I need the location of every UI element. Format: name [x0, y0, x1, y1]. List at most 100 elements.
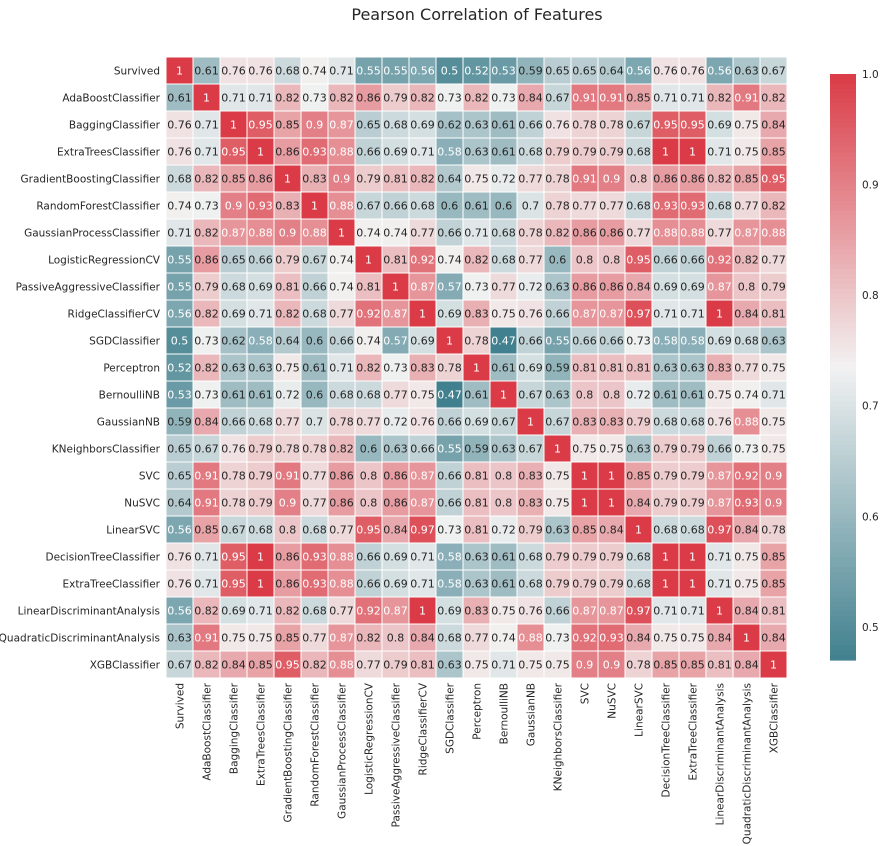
heatmap-cell-value: 0.91	[572, 173, 597, 186]
colorbar-tick-label: 0.8	[862, 290, 879, 302]
heatmap-cell-value: 0.65	[167, 443, 192, 456]
heatmap-cell-value: 0.71	[167, 227, 192, 240]
colorbar-segment	[830, 303, 856, 309]
heatmap-cell	[273, 515, 302, 544]
heatmap-cell	[732, 569, 761, 598]
heatmap-cell	[192, 542, 221, 571]
heatmap-cell-value: 0.69	[464, 416, 489, 429]
colorbar-segment	[830, 371, 856, 378]
heatmap-cell-value: 0.93	[653, 200, 678, 213]
heatmap-cell	[381, 299, 410, 328]
row-label: GaussianNB	[97, 417, 160, 429]
colorbar-segment	[830, 93, 856, 100]
heatmap-cell-value: 0.78	[626, 659, 651, 672]
colorbar-segment	[830, 630, 856, 637]
heatmap-cell-value: 0.82	[329, 443, 354, 456]
heatmap-cell-value: 0.73	[491, 92, 516, 105]
heatmap-cell	[678, 326, 707, 355]
heatmap-cell-value: 0.86	[572, 281, 597, 294]
row-label: QuadraticDiscriminantAnalysis	[0, 633, 160, 645]
heatmap-cell-value: 0.73	[194, 200, 219, 213]
heatmap-cell-value: 0.73	[734, 443, 759, 456]
heatmap-cell	[678, 596, 707, 625]
heatmap-cell-value: 0.87	[410, 470, 435, 483]
heatmap-cell-value: 0.88	[518, 632, 543, 645]
heatmap-cell-value: 0.83	[518, 470, 543, 483]
heatmap-cell	[327, 596, 356, 625]
heatmap-cell-value: 0.95	[626, 254, 651, 267]
heatmap-cell-value: 0.63	[680, 362, 705, 375]
heatmap-cell	[408, 299, 437, 328]
heatmap-cell-value: 0.69	[707, 119, 732, 132]
heatmap-cell-value: 0.85	[572, 524, 597, 537]
heatmap-cell	[354, 596, 383, 625]
heatmap-cell-value: 0.71	[707, 551, 732, 564]
heatmap-cell	[165, 407, 194, 436]
heatmap-cell-value: 0.71	[491, 659, 516, 672]
heatmap-cell-value: 0.78	[302, 443, 327, 456]
heatmap-cell-value: 0.86	[599, 281, 624, 294]
heatmap-cell-value: 0.85	[680, 659, 705, 672]
colorbar-segment	[830, 108, 856, 114]
colorbar-segment	[830, 454, 856, 461]
heatmap-cell-value: 0.84	[626, 632, 651, 645]
heatmap-cell	[759, 461, 788, 490]
heatmap-cell	[327, 272, 356, 301]
heatmap-cell-value: 0.77	[518, 254, 543, 267]
heatmap-cell-value: 0.68	[518, 146, 543, 159]
heatmap-cell	[516, 650, 545, 679]
heatmap-cell-value: 0.78	[221, 470, 246, 483]
heatmap-cell-value: 0.58	[437, 578, 462, 591]
heatmap-cell	[543, 380, 572, 409]
heatmap-cell-value: 0.68	[707, 200, 732, 213]
column-label: BaggingClassifier	[229, 682, 241, 774]
heatmap-cell-value: 0.86	[356, 92, 381, 105]
colorbar-segment	[830, 635, 856, 642]
heatmap-cell	[732, 83, 761, 112]
heatmap-cell	[705, 110, 734, 139]
heatmap-cell-value: 0.76	[707, 416, 732, 429]
heatmap-cell	[192, 596, 221, 625]
heatmap-cell-value: 0.58	[437, 551, 462, 564]
colorbar-segment	[830, 225, 856, 231]
heatmap-cell-value: 0.8	[603, 254, 621, 267]
heatmap-cell	[300, 380, 329, 409]
heatmap-cell-value: 0.67	[545, 92, 570, 105]
heatmap-cell-value: 0.68	[302, 605, 327, 618]
heatmap-cell-value: 0.78	[275, 443, 300, 456]
heatmap-cell	[597, 407, 626, 436]
heatmap-cell-value: 0.68	[491, 254, 516, 267]
heatmap-cell	[597, 218, 626, 247]
heatmap-cell-value: 0.93	[302, 146, 327, 159]
row-label: SVC	[139, 471, 160, 483]
heatmap-cell-value: 0.81	[356, 281, 381, 294]
heatmap-cell-value: 0.82	[194, 227, 219, 240]
heatmap-cell-value: 0.83	[410, 362, 435, 375]
heatmap-cell-value: 0.79	[518, 524, 543, 537]
heatmap-cell-value: 0.78	[464, 335, 489, 348]
heatmap-cell-value: 0.78	[572, 119, 597, 132]
heatmap-cell	[381, 623, 410, 652]
heatmap-cell	[246, 353, 275, 382]
heatmap-cell-value: 0.71	[653, 92, 678, 105]
colorbar-segment	[830, 269, 856, 275]
heatmap-cell	[705, 56, 734, 85]
heatmap-cell	[165, 650, 194, 679]
heatmap-cell-value: 0.97	[626, 308, 651, 321]
heatmap-cell-value: 0.68	[491, 227, 516, 240]
heatmap-cell-value: 0.68	[383, 119, 408, 132]
heatmap-cell-value: 0.68	[653, 524, 678, 537]
heatmap-cell	[462, 461, 491, 490]
heatmap-cell	[651, 299, 680, 328]
heatmap-cell	[462, 488, 491, 517]
heatmap-cell-value: 0.85	[194, 524, 219, 537]
heatmap-cell	[246, 164, 275, 193]
heatmap-cell-value: 0.9	[279, 497, 297, 510]
heatmap-cell-value: 0.76	[248, 65, 273, 78]
heatmap-cell-value: 0.84	[761, 632, 786, 645]
heatmap-cell-value: 0.66	[329, 335, 354, 348]
heatmap-cell-value: 0.83	[572, 416, 597, 429]
heatmap-cell	[705, 515, 734, 544]
heatmap-cell-value: 0.83	[599, 416, 624, 429]
colorbar-segment	[830, 401, 856, 407]
